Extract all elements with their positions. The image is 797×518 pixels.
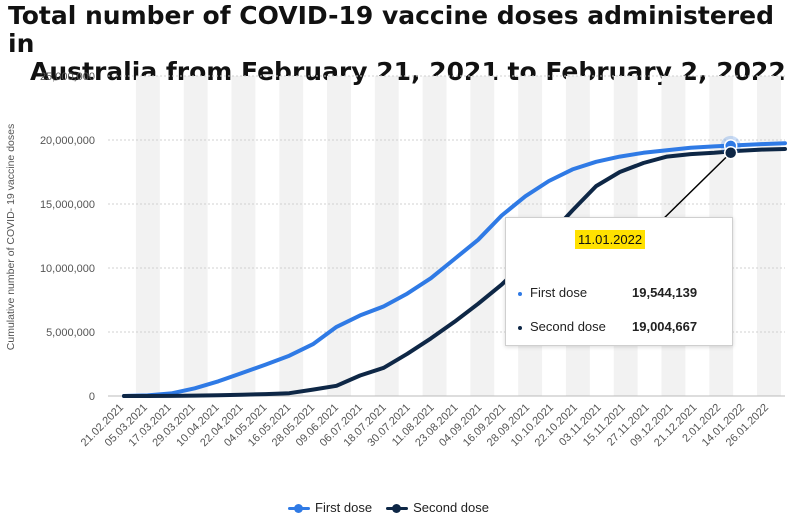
chart-title: Total number of COVID-19 vaccine doses a… bbox=[8, 2, 793, 86]
first-dose-line bbox=[122, 141, 787, 398]
y-tick-label: 10,000,000 bbox=[40, 263, 95, 275]
data-tooltip: 11.01.2022 First dose 19,544,139 Second d… bbox=[505, 217, 733, 346]
legend-item-second-dose[interactable]: Second dose bbox=[386, 500, 489, 515]
y-axis-ticks: 0 5,000,000 10,000,000 15,000,000 20,000,000… bbox=[40, 71, 95, 403]
legend-label: First dose bbox=[315, 500, 373, 515]
second-dose-point bbox=[723, 145, 738, 160]
column-band bbox=[422, 76, 447, 396]
column-band bbox=[183, 76, 208, 396]
legend-item-first-dose[interactable]: First dose bbox=[288, 500, 372, 515]
column-band bbox=[374, 76, 399, 396]
legend-label: Second dose bbox=[413, 500, 489, 515]
second-dose-line bbox=[122, 147, 787, 398]
column-band bbox=[231, 76, 256, 396]
tooltip-row-second-dose: Second dose 19,004,667 bbox=[518, 319, 718, 334]
y-axis-label: Cumulative number of COVID- 19 vaccine d… bbox=[5, 124, 17, 350]
tooltip-series-name: Second dose bbox=[530, 319, 606, 334]
y-tick-label: 20,000,000 bbox=[40, 135, 95, 147]
column-band bbox=[135, 76, 160, 396]
tooltip-row-first-dose: First dose 19,544,139 bbox=[518, 285, 718, 300]
first-dose-legend-icon bbox=[288, 503, 310, 513]
tooltip-connector bbox=[654, 152, 732, 228]
series-lines bbox=[122, 141, 787, 398]
tooltip-series-value: 19,004,667 bbox=[632, 319, 698, 334]
column-band bbox=[327, 76, 351, 396]
tooltip-date: 11.01.2022 bbox=[575, 230, 646, 249]
second-dose-dot-icon bbox=[518, 325, 522, 330]
column-band bbox=[757, 76, 781, 396]
second-dose-legend-icon bbox=[386, 503, 409, 513]
hover-highlight bbox=[654, 135, 741, 228]
chart-title-line-1: Total number of COVID-19 vaccine doses a… bbox=[8, 1, 774, 58]
tooltip-series-value: 19,544,139 bbox=[632, 285, 698, 300]
y-tick-label: 15,000,000 bbox=[40, 199, 95, 211]
x-axis-ticks: 21.02.202105.03.202117.03.202129.03.2021… bbox=[79, 402, 771, 449]
y-tick-label: 5,000,000 bbox=[46, 327, 95, 339]
tooltip-series-name: First dose bbox=[530, 285, 588, 300]
column-band bbox=[279, 76, 304, 396]
y-tick-label: 0 bbox=[89, 391, 95, 403]
chart-legend: First dose Second dose bbox=[288, 500, 489, 515]
first-dose-dot-icon bbox=[518, 291, 522, 296]
y-tick-label: 25,000,000 bbox=[40, 71, 95, 83]
